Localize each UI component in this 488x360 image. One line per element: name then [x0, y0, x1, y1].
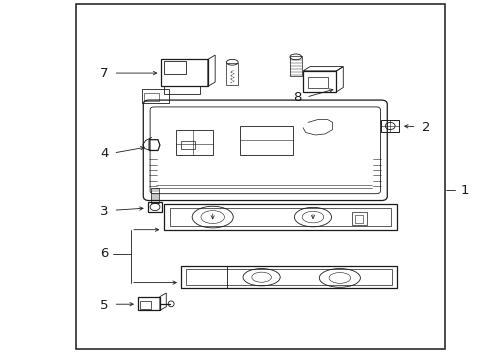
Bar — [150, 188, 159, 203]
Bar — [142, 89, 168, 103]
Bar — [161, 59, 207, 86]
Bar — [354, 215, 363, 223]
Text: 6: 6 — [100, 247, 108, 260]
Bar — [144, 93, 159, 101]
Bar — [303, 71, 336, 92]
Text: 4: 4 — [100, 147, 108, 159]
Bar — [138, 297, 160, 310]
Bar — [163, 61, 185, 74]
Bar — [140, 301, 151, 309]
Bar — [147, 202, 162, 212]
Bar — [289, 56, 301, 76]
Text: 5: 5 — [100, 299, 108, 312]
Bar — [307, 77, 327, 88]
Text: 8: 8 — [292, 91, 301, 104]
Text: 7: 7 — [100, 67, 108, 80]
Bar — [381, 120, 398, 132]
Text: 3: 3 — [100, 205, 108, 218]
Text: 2: 2 — [421, 121, 429, 134]
Bar — [181, 266, 227, 288]
Bar — [226, 63, 238, 85]
Bar — [351, 212, 366, 225]
Bar — [181, 141, 194, 149]
Text: 1: 1 — [460, 184, 468, 197]
Bar — [76, 4, 444, 349]
Bar — [163, 86, 200, 94]
